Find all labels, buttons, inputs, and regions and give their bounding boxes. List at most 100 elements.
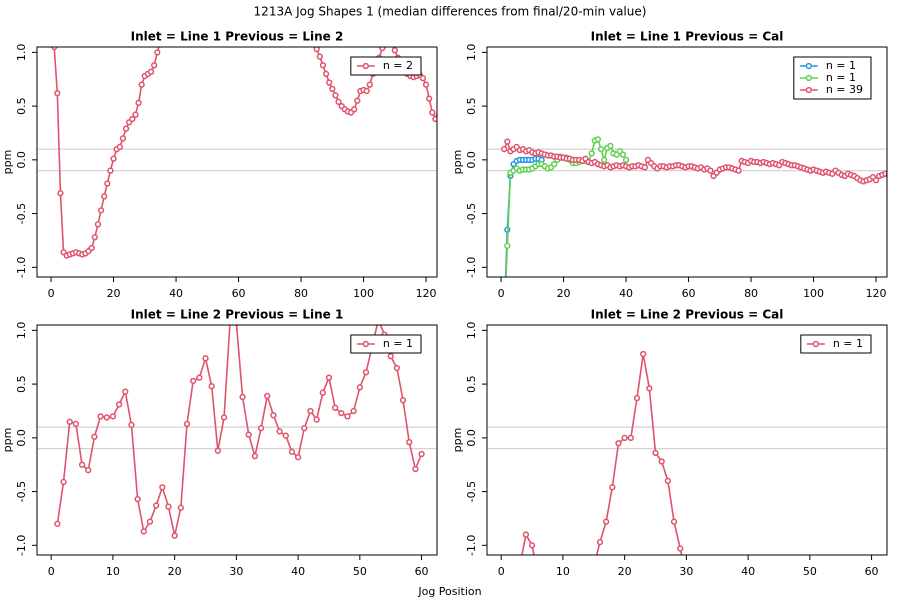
data-point xyxy=(418,450,425,458)
data-point xyxy=(110,155,117,162)
data-point xyxy=(54,90,61,97)
data-point xyxy=(615,440,622,447)
data-point xyxy=(57,190,64,197)
data-point xyxy=(78,461,86,468)
data-point xyxy=(97,413,104,420)
data-point xyxy=(85,466,92,474)
data-point xyxy=(177,504,184,511)
y-tick-label: -0.5 xyxy=(465,203,478,224)
x-tick-label: 120 xyxy=(866,287,887,300)
x-tick-label: 60 xyxy=(415,565,429,578)
data-point xyxy=(119,135,127,142)
legend-label: n = 1 xyxy=(826,59,856,72)
data-point xyxy=(602,518,610,525)
data-point xyxy=(154,49,161,56)
data-point xyxy=(282,432,289,439)
y-tick-label: -0.5 xyxy=(15,481,28,502)
data-point xyxy=(190,377,197,385)
data-point xyxy=(159,484,166,491)
legend-box xyxy=(350,334,422,354)
data-point xyxy=(122,388,129,395)
legend-marker xyxy=(805,74,812,82)
x-tick-label: 20 xyxy=(618,565,632,578)
x-tick-label: 0 xyxy=(48,565,55,578)
x-tick-label: 100 xyxy=(803,287,824,300)
y-tick-label: -1.0 xyxy=(15,257,28,278)
data-point xyxy=(641,164,648,171)
data-point xyxy=(66,418,73,425)
x-tick-label: 50 xyxy=(803,565,817,578)
data-point xyxy=(270,412,277,419)
data-point xyxy=(528,542,536,549)
data-point xyxy=(344,413,351,420)
data-point xyxy=(412,465,419,473)
data-point xyxy=(51,47,58,51)
data-point xyxy=(115,401,123,408)
panel-title: Inlet = Line 2 Previous = Line 1 xyxy=(131,308,344,322)
data-point xyxy=(432,115,437,123)
data-point xyxy=(264,392,271,400)
data-point xyxy=(588,150,595,157)
data-point xyxy=(332,92,339,99)
data-point xyxy=(325,374,333,381)
legend: n = 2 xyxy=(350,56,422,76)
data-point xyxy=(214,447,222,454)
data-point xyxy=(257,425,265,432)
y-tick-label: -1.0 xyxy=(15,535,28,556)
data-point xyxy=(97,207,105,214)
data-point xyxy=(329,85,336,93)
data-point xyxy=(60,478,67,486)
plot-frame xyxy=(486,324,888,556)
data-point xyxy=(707,167,714,174)
data-point xyxy=(350,407,357,415)
y-tick-label: 1.0 xyxy=(465,322,478,340)
y-tick-label: -1.0 xyxy=(465,535,478,556)
x-tick-label: 20 xyxy=(107,287,121,300)
y-axis-label: ppm xyxy=(451,428,464,453)
x-tick-label: 0 xyxy=(48,287,55,300)
data-point xyxy=(54,520,61,527)
data-point xyxy=(146,518,154,525)
x-tick-label: 60 xyxy=(232,287,246,300)
data-point xyxy=(331,404,339,411)
data-point xyxy=(622,156,630,164)
legend-marker xyxy=(812,340,819,348)
legend-box xyxy=(800,334,872,354)
legend-marker xyxy=(805,86,812,94)
data-point xyxy=(429,109,436,116)
data-point xyxy=(316,53,323,60)
panel-title: Inlet = Line 1 Previous = Line 2 xyxy=(131,30,344,44)
x-tick-label: 20 xyxy=(168,565,182,578)
data-point xyxy=(670,518,678,525)
data-point xyxy=(301,425,308,432)
x-tick-label: 30 xyxy=(229,565,243,578)
y-tick-label: 0.0 xyxy=(15,151,28,169)
plot-area xyxy=(501,136,887,277)
data-point xyxy=(422,81,430,88)
data-point xyxy=(393,364,401,372)
data-point xyxy=(91,433,98,440)
data-point xyxy=(379,47,386,52)
data-point xyxy=(183,420,191,428)
data-point xyxy=(646,385,653,392)
data-point xyxy=(872,177,880,184)
panel-title: Inlet = Line 1 Previous = Cal xyxy=(591,30,784,44)
y-tick-label: 1.0 xyxy=(15,322,28,340)
legend: n = 1 xyxy=(800,334,872,354)
figure-title: 1213A Jog Shapes 1 (median differences f… xyxy=(254,5,647,19)
y-tick-label: -1.0 xyxy=(465,257,478,278)
x-tick-label: 10 xyxy=(106,565,120,578)
data-point xyxy=(245,431,252,438)
x-tick-label: 40 xyxy=(741,565,755,578)
y-axis-label: ppm xyxy=(1,150,14,175)
data-point xyxy=(326,79,333,86)
data-point xyxy=(664,477,672,484)
data-point xyxy=(135,99,142,107)
data-point xyxy=(313,47,320,53)
y-tick-label: 0.5 xyxy=(465,375,478,393)
legend-label: n = 1 xyxy=(826,71,856,84)
data-point xyxy=(202,355,209,362)
plot-frame xyxy=(486,46,888,278)
data-point xyxy=(735,167,742,174)
data-point xyxy=(140,528,147,535)
